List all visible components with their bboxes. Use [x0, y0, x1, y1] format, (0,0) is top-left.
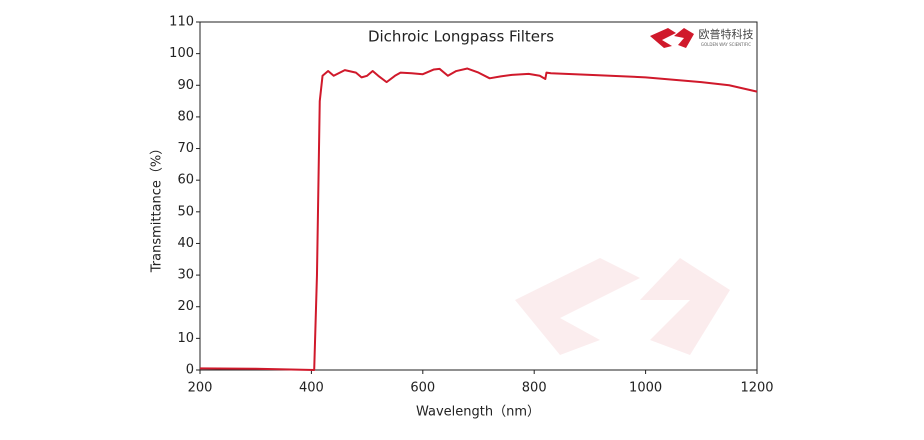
x-tick-label: 1000 [629, 381, 662, 396]
logo-text: 欧普特科技 [699, 27, 754, 41]
x-tick-label: 400 [299, 381, 324, 396]
watermark-shape [515, 258, 640, 355]
y-tick-label: 110 [169, 15, 194, 30]
logo [650, 28, 694, 48]
watermark-shape [640, 258, 730, 355]
y-tick-label: 50 [177, 204, 194, 219]
x-tick-label: 200 [188, 381, 213, 396]
y-tick-label: 70 [177, 141, 194, 156]
y-axis-label: Transmittance（%） [150, 142, 165, 274]
y-tick-label: 0 [186, 363, 194, 378]
x-tick-label: 600 [410, 381, 435, 396]
logo-subtext: GOLDEN WAY SCIENTIFIC [701, 42, 751, 47]
logo-mark [650, 28, 676, 48]
chart-title: Dichroic Longpass Filters [368, 28, 554, 46]
y-tick-label: 20 [177, 299, 194, 314]
plot-frame [199, 21, 758, 371]
y-tick-label: 10 [177, 331, 194, 346]
y-tick-label: 100 [169, 46, 194, 61]
y-tick-label: 90 [177, 78, 194, 93]
y-tick-label: 30 [177, 268, 194, 283]
y-tick-label: 80 [177, 109, 194, 124]
logo-mark [674, 28, 694, 48]
x-tick-label: 1200 [740, 381, 773, 396]
y-tick-label: 60 [177, 173, 194, 188]
y-tick-label: 40 [177, 236, 194, 251]
watermark [515, 258, 730, 355]
x-tick-label: 800 [522, 381, 547, 396]
transmission-line [199, 67, 758, 371]
x-axis-label: Wavelength（nm） [416, 405, 540, 420]
